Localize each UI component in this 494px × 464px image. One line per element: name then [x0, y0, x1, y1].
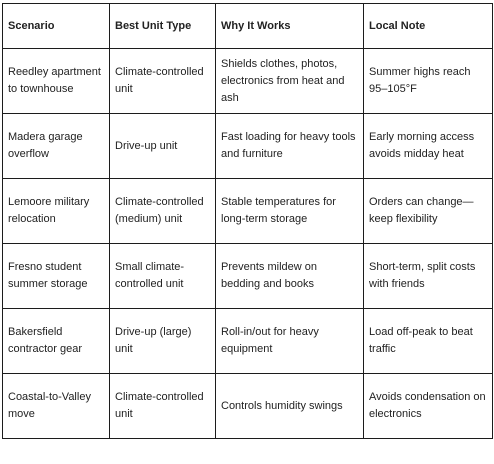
table-row: Coastal-to-Valley move Climate-controlle… — [2, 373, 493, 439]
cell-why-it-works: Roll-in/out for heavy equipment — [215, 308, 364, 374]
cell-best-unit-type: Drive-up unit — [109, 113, 216, 179]
column-header-why-it-works: Why It Works — [215, 3, 364, 49]
cell-best-unit-type: Climate-controlled unit — [109, 48, 216, 114]
cell-best-unit-type: Climate-controlled unit — [109, 373, 216, 439]
cell-best-unit-type: Small climate-controlled unit — [109, 243, 216, 309]
storage-scenarios-table: Scenario Best Unit Type Why It Works Loc… — [2, 3, 493, 439]
cell-scenario: Reedley apartment to townhouse — [2, 48, 110, 114]
cell-best-unit-type: Drive-up (large) unit — [109, 308, 216, 374]
table-row: Lemoore military relocation Climate-cont… — [2, 178, 493, 244]
cell-local-note: Orders can change—keep flexibility — [363, 178, 493, 244]
cell-why-it-works: Prevents mildew on bedding and books — [215, 243, 364, 309]
cell-best-unit-type: Climate-controlled (medium) unit — [109, 178, 216, 244]
cell-scenario: Bakersfield contractor gear — [2, 308, 110, 374]
table-row: Fresno student summer storage Small clim… — [2, 243, 493, 309]
storage-scenarios-table-container: Scenario Best Unit Type Why It Works Loc… — [2, 3, 493, 439]
cell-local-note: Load off-peak to beat traffic — [363, 308, 493, 374]
cell-local-note: Early morning access avoids midday heat — [363, 113, 493, 179]
cell-why-it-works: Stable temperatures for long-term storag… — [215, 178, 364, 244]
cell-why-it-works: Fast loading for heavy tools and furnitu… — [215, 113, 364, 179]
cell-why-it-works: Controls humidity swings — [215, 373, 364, 439]
cell-scenario: Coastal-to-Valley move — [2, 373, 110, 439]
cell-local-note: Short-term, split costs with friends — [363, 243, 493, 309]
column-header-best-unit-type: Best Unit Type — [109, 3, 216, 49]
column-header-local-note: Local Note — [363, 3, 493, 49]
cell-why-it-works: Shields clothes, photos, electronics fro… — [215, 48, 364, 114]
column-header-scenario: Scenario — [2, 3, 110, 49]
cell-scenario: Lemoore military relocation — [2, 178, 110, 244]
table-header-row: Scenario Best Unit Type Why It Works Loc… — [2, 3, 493, 49]
table-row: Reedley apartment to townhouse Climate-c… — [2, 48, 493, 114]
cell-local-note: Summer highs reach 95–105°F — [363, 48, 493, 114]
cell-scenario: Fresno student summer storage — [2, 243, 110, 309]
table-row: Bakersfield contractor gear Drive-up (la… — [2, 308, 493, 374]
cell-scenario: Madera garage overflow — [2, 113, 110, 179]
table-row: Madera garage overflow Drive-up unit Fas… — [2, 113, 493, 179]
cell-local-note: Avoids condensation on electronics — [363, 373, 493, 439]
